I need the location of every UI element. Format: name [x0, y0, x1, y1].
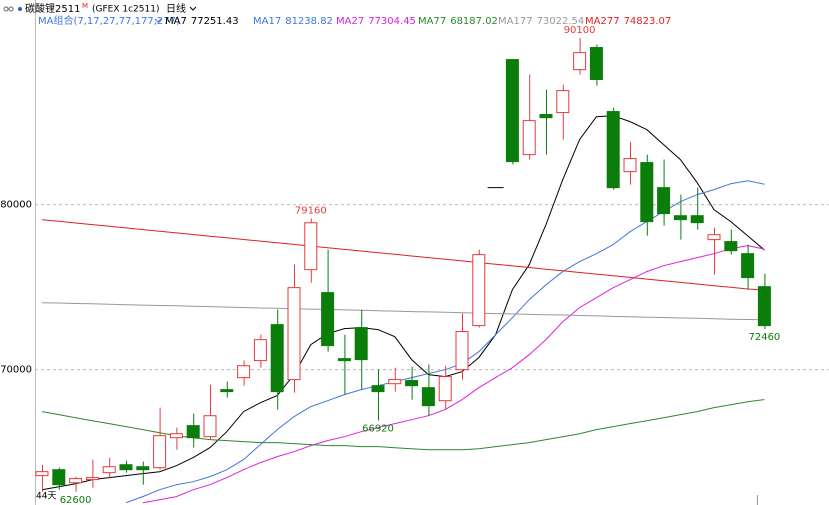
legend-name: MA17	[253, 16, 281, 27]
candle-body	[623, 158, 637, 173]
candle-body	[539, 114, 553, 119]
candle-body	[153, 435, 167, 469]
candle-body	[505, 59, 519, 163]
legend-name: MA7	[165, 16, 187, 27]
dropdown-icon[interactable]	[154, 18, 162, 23]
extreme-label: 90100	[564, 25, 596, 36]
title: 碳酸锂2511	[25, 2, 80, 15]
candle-body	[707, 234, 721, 241]
indicator[interactable]: MA组合(7,17,27,77,177,277)	[38, 14, 180, 27]
legend-value: 74823.07	[624, 16, 672, 27]
dropdown-icon[interactable]	[189, 6, 197, 11]
y-tick-label: 80000	[0, 200, 32, 211]
candle-body	[640, 162, 654, 223]
candle-body	[169, 433, 183, 439]
icon	[18, 7, 22, 11]
legend-value: 73022.54	[537, 16, 585, 27]
y-tick-label: 70000	[0, 365, 32, 376]
legend-value: 77251.43	[191, 16, 239, 27]
candle-body	[522, 120, 536, 156]
legend-name: MA27	[336, 16, 364, 27]
candle-body	[220, 389, 234, 393]
candle-body	[287, 287, 301, 381]
legend-name: MA177	[498, 16, 533, 27]
candle-body	[690, 215, 704, 224]
legend-value: 81238.82	[285, 16, 333, 27]
candle-body	[52, 469, 66, 486]
candle-body	[321, 292, 335, 347]
ma-line	[142, 245, 765, 504]
legend-name: MA277	[585, 16, 620, 27]
ma-line	[41, 115, 765, 491]
candle-body	[421, 387, 435, 407]
legend-name: MA77	[418, 16, 446, 27]
subtitle: (GFEX 1c2511)	[92, 5, 159, 15]
candle-body	[606, 111, 620, 189]
candle-body	[102, 466, 116, 474]
candle-body	[741, 253, 755, 279]
ma-line	[41, 219, 765, 291]
candle-body	[85, 477, 99, 481]
candle-body	[472, 254, 486, 327]
candle-body	[573, 52, 587, 71]
candle-body	[371, 385, 385, 393]
bottom-note: 44天	[36, 492, 56, 502]
header: 碳酸锂2511 M (GFEX 1c2511) 日线 MA组合(7,17,27,…	[3, 2, 197, 27]
icon	[8, 6, 14, 12]
candle-body	[673, 215, 687, 221]
candle-body	[589, 47, 603, 81]
candle-body	[337, 358, 351, 362]
candle-body	[438, 376, 452, 402]
candle-body	[757, 286, 771, 327]
candle-body	[556, 90, 570, 114]
candle-body	[455, 331, 469, 371]
ma-line	[41, 399, 765, 451]
candle-body	[69, 478, 83, 484]
candle-body	[136, 466, 150, 471]
candle-body	[304, 222, 318, 271]
extreme-label: 72460	[748, 332, 780, 343]
extreme-label: 79160	[295, 206, 327, 217]
legend-value: 68187.02	[450, 16, 498, 27]
candle-body	[270, 324, 284, 393]
icon	[3, 6, 9, 12]
candle-body	[354, 327, 368, 361]
candle-body	[119, 464, 133, 471]
candle-body	[186, 425, 200, 439]
extreme-label: 66920	[362, 424, 394, 435]
candle-body	[657, 187, 671, 215]
candle-body	[724, 241, 738, 252]
ma-line	[41, 302, 765, 321]
plot: 79160 66920 90100 72460 62600	[35, 25, 780, 505]
period: 日线	[166, 2, 186, 15]
candle-body	[237, 365, 251, 379]
candle-body	[405, 380, 419, 387]
candle-body	[203, 415, 217, 438]
candle-body	[388, 379, 402, 385]
candle-body	[35, 471, 49, 477]
candle-body	[253, 339, 267, 362]
title-mark: M	[82, 2, 88, 10]
extreme-label: 62600	[60, 495, 92, 505]
legend-value: 77304.45	[368, 16, 416, 27]
